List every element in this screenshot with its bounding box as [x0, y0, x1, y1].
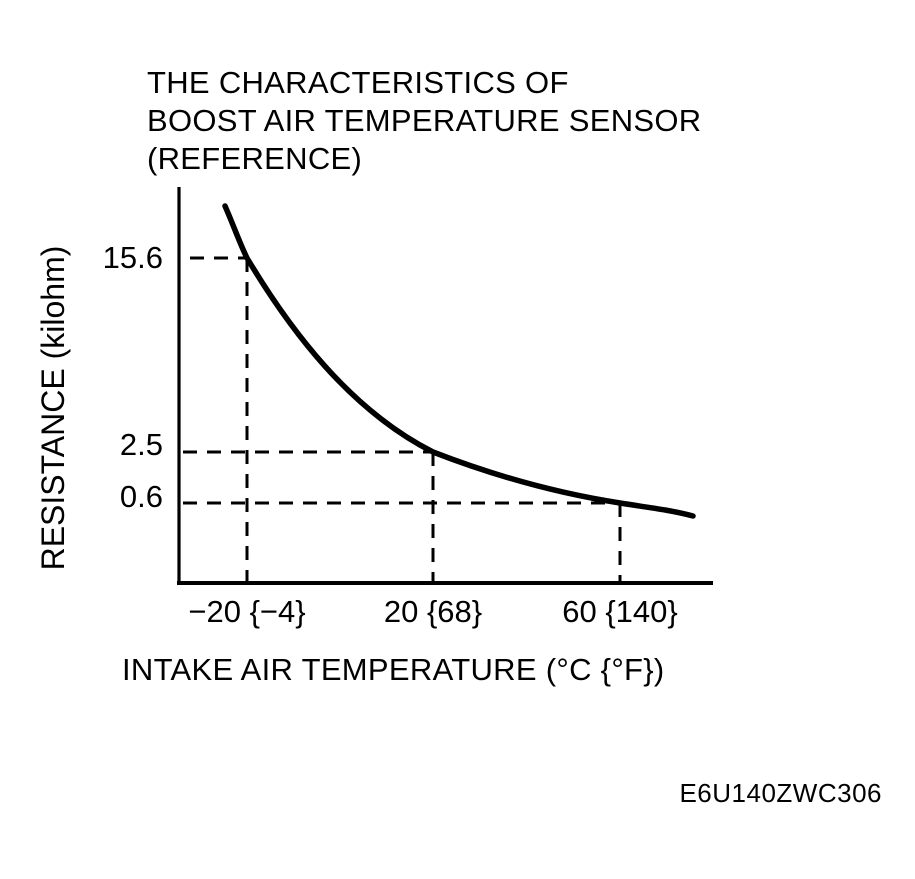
chart-title-line-2: BOOST AIR TEMPERATURE SENSOR [147, 103, 702, 138]
y-tick-label-2-5: 2.5 [119, 427, 163, 462]
x-tick-label-60c: 60 {140} [562, 594, 678, 629]
x-tick-label-20c: 20 {68} [383, 594, 483, 629]
figure-code: E6U140ZWC306 [679, 778, 882, 808]
y-tick-label-15-6: 15.6 [102, 240, 163, 275]
characteristic-curve [222, 203, 696, 519]
x-axis-title: INTAKE AIR TEMPERATURE (°C {°F}) [122, 652, 665, 687]
chart-title: THE CHARACTERISTICS OF BOOST AIR TEMPERA… [147, 64, 701, 178]
chart-title-line-3: (REFERENCE) [147, 141, 363, 176]
y-tick-label-0-6: 0.6 [119, 479, 163, 514]
chart-title-line-1: THE CHARACTERISTICS OF [147, 65, 569, 100]
x-tick-label-minus-20c: −20 {−4} [188, 594, 306, 629]
